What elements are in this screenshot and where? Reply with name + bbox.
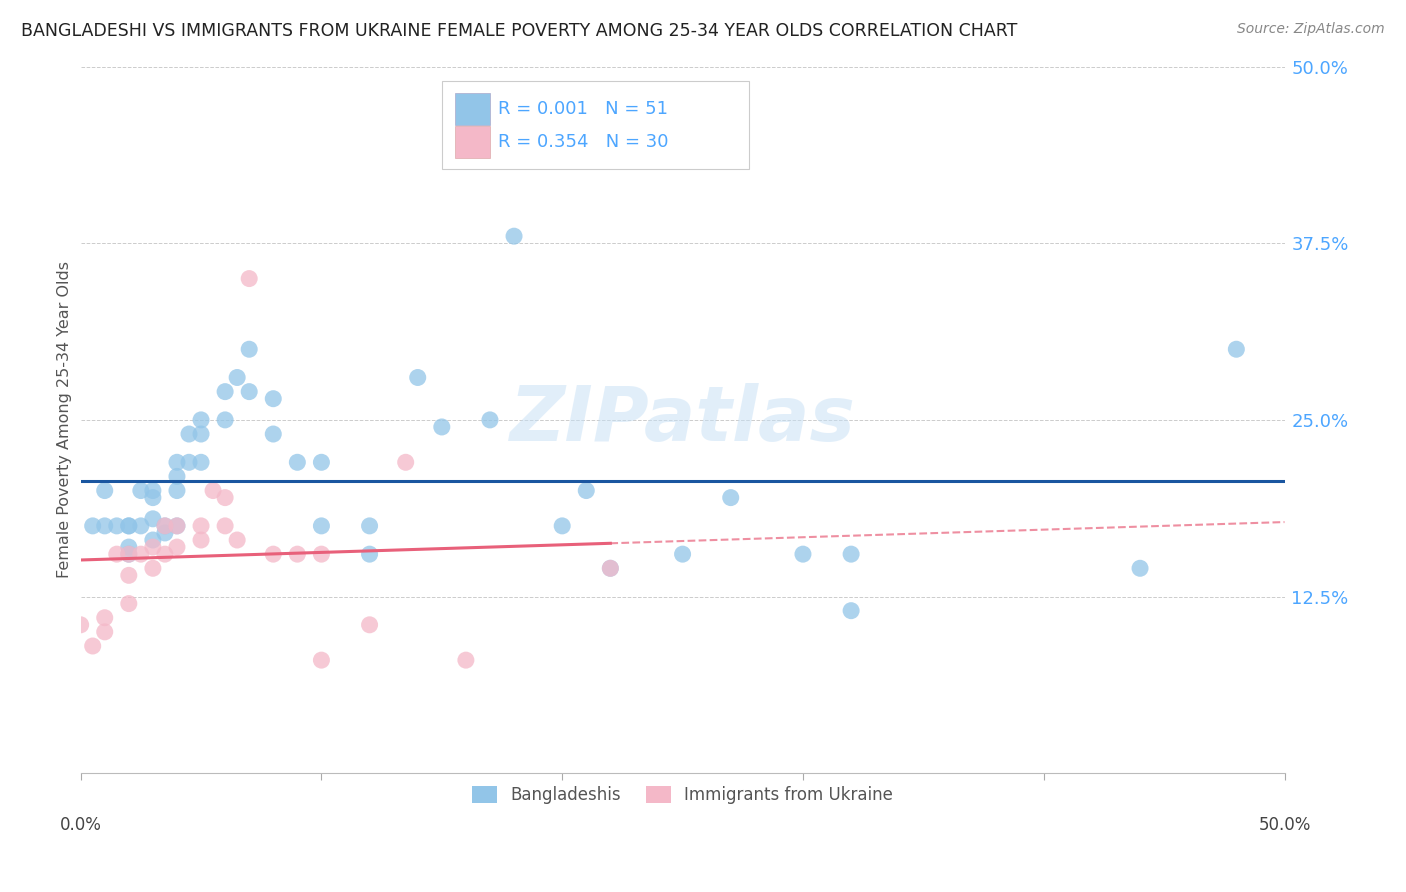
Point [93,611,115,625]
Point [166,483,188,498]
Point [129,547,152,561]
Text: BANGLADESHI VS IMMIGRANTS FROM UKRAINE FEMALE POVERTY AMONG 25-34 YEAR OLDS CORR: BANGLADESHI VS IMMIGRANTS FROM UKRAINE F… [21,22,1018,40]
Text: 50.0%: 50.0% [1258,815,1310,834]
Point [190,533,212,547]
Point [177,427,200,442]
Point [238,384,260,399]
Point [262,427,284,442]
Point [177,455,200,469]
Point [166,455,188,469]
Point [118,519,141,533]
Point [359,617,381,632]
Point [118,597,141,611]
Point [551,519,574,533]
Point [311,455,333,469]
Point [82,639,104,653]
Point [262,392,284,406]
Point [406,370,429,384]
Point [129,483,152,498]
Point [142,512,165,526]
Point [190,519,212,533]
Point [226,533,249,547]
Point [454,653,477,667]
Point [190,455,212,469]
Point [166,540,188,554]
Point [720,491,742,505]
Point [792,547,814,561]
Text: 0.0%: 0.0% [59,815,101,834]
Point [142,483,165,498]
Point [1225,343,1247,357]
FancyBboxPatch shape [456,126,489,159]
Point [153,519,176,533]
Point [93,519,115,533]
Point [285,455,308,469]
Legend: Bangladeshis, Immigrants from Ukraine: Bangladeshis, Immigrants from Ukraine [465,780,900,811]
Point [395,455,418,469]
Point [93,483,115,498]
Point [226,370,249,384]
Point [359,519,381,533]
Point [285,547,308,561]
Point [142,561,165,575]
Point [238,343,260,357]
Point [105,547,128,561]
Point [142,533,165,547]
Point [190,427,212,442]
Point [93,624,115,639]
Point [118,568,141,582]
Point [202,483,225,498]
Point [142,491,165,505]
Point [214,491,236,505]
Point [575,483,598,498]
Point [311,519,333,533]
Point [129,519,152,533]
Point [190,413,212,427]
Point [503,229,526,244]
Point [166,519,188,533]
Point [142,540,165,554]
Point [839,547,862,561]
Point [839,604,862,618]
Point [82,519,104,533]
Point [311,653,333,667]
Point [262,547,284,561]
Point [69,617,91,632]
Point [153,519,176,533]
Text: R = 0.001   N = 51: R = 0.001 N = 51 [498,100,668,118]
Point [478,413,501,427]
Text: Source: ZipAtlas.com: Source: ZipAtlas.com [1237,22,1385,37]
Y-axis label: Female Poverty Among 25-34 Year Olds: Female Poverty Among 25-34 Year Olds [58,261,72,578]
Point [359,547,381,561]
Text: ZIPatlas: ZIPatlas [509,383,856,457]
Point [153,547,176,561]
Point [166,469,188,483]
Point [430,420,453,434]
Point [599,561,621,575]
Point [238,271,260,285]
Point [153,525,176,540]
Point [214,413,236,427]
Point [1129,561,1152,575]
FancyBboxPatch shape [441,81,749,169]
Text: R = 0.354   N = 30: R = 0.354 N = 30 [498,133,669,152]
Point [214,384,236,399]
Point [118,547,141,561]
Point [105,519,128,533]
Point [214,519,236,533]
Point [166,519,188,533]
Point [311,547,333,561]
FancyBboxPatch shape [456,93,489,125]
Point [118,547,141,561]
Point [118,540,141,554]
Point [599,561,621,575]
Point [671,547,693,561]
Point [118,519,141,533]
